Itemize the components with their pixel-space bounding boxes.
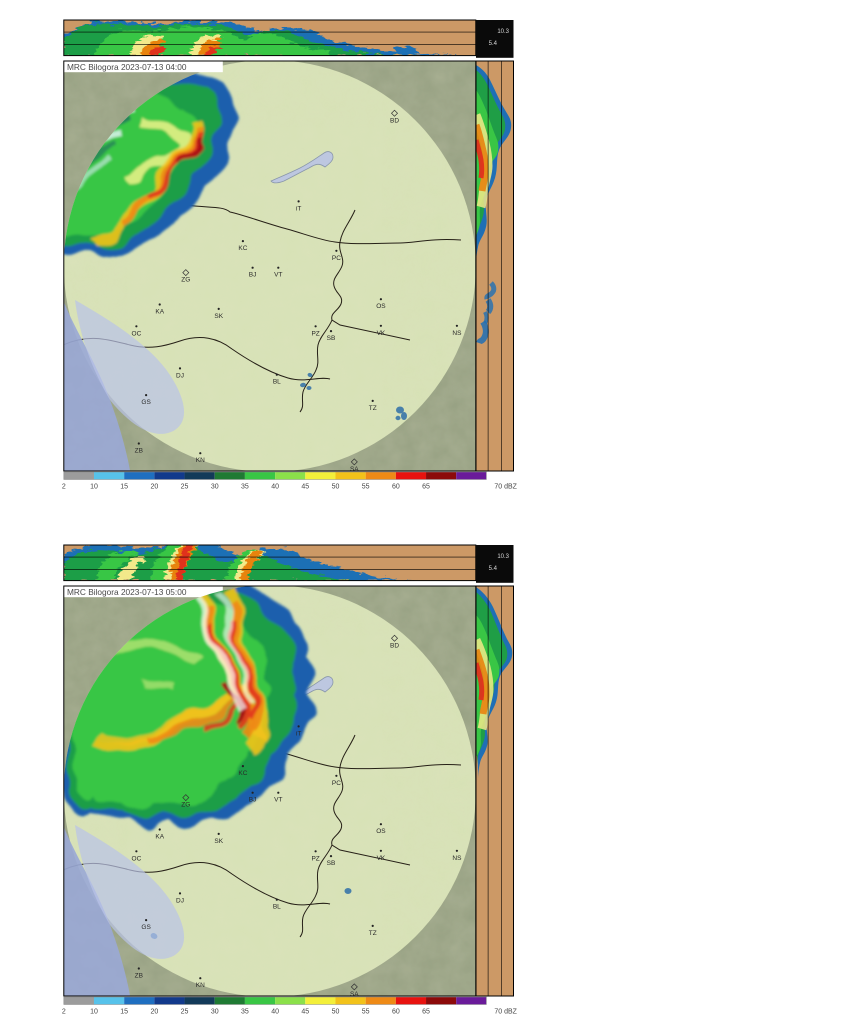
svg-text:OC: OC xyxy=(132,330,142,337)
svg-text:ZG: ZG xyxy=(181,277,190,284)
svg-text:MRC Bilogora 2023-07-13 05:0: MRC Bilogora 2023-07-13 05:00 xyxy=(67,587,187,597)
svg-text:10: 10 xyxy=(90,1009,98,1016)
svg-text:50: 50 xyxy=(332,1009,340,1016)
svg-text:SK: SK xyxy=(214,838,223,845)
svg-text:45: 45 xyxy=(301,1009,309,1016)
svg-text:15: 15 xyxy=(120,1009,128,1016)
svg-text:2: 2 xyxy=(62,484,66,491)
svg-text:20: 20 xyxy=(150,1009,158,1016)
svg-text:ZB: ZB xyxy=(135,448,143,455)
svg-text:ZB: ZB xyxy=(135,973,143,980)
svg-text:SB: SB xyxy=(327,860,336,867)
svg-text:OS: OS xyxy=(376,303,386,310)
svg-text:35: 35 xyxy=(241,484,249,491)
svg-text:KA: KA xyxy=(155,834,164,841)
svg-text:PZ: PZ xyxy=(311,855,319,862)
svg-text:PC: PC xyxy=(332,255,341,262)
svg-text:50: 50 xyxy=(332,484,340,491)
svg-text:10: 10 xyxy=(90,484,98,491)
svg-text:15: 15 xyxy=(120,484,128,491)
svg-text:GS: GS xyxy=(141,399,151,406)
svg-text:VT: VT xyxy=(274,797,282,804)
svg-text:KN: KN xyxy=(196,982,205,989)
svg-text:GS: GS xyxy=(141,924,151,931)
svg-text:25: 25 xyxy=(181,484,189,491)
svg-text:BD: BD xyxy=(390,642,399,649)
svg-text:65: 65 xyxy=(422,1009,430,1016)
svg-text:DJ: DJ xyxy=(176,372,184,379)
svg-text:30: 30 xyxy=(211,1009,219,1016)
svg-text:VT: VT xyxy=(274,272,282,279)
svg-text:iT: iT xyxy=(296,730,301,737)
svg-text:iT: iT xyxy=(296,205,301,212)
svg-text:2: 2 xyxy=(62,1009,66,1016)
svg-text:25: 25 xyxy=(181,1009,189,1016)
svg-text:BD: BD xyxy=(390,117,399,124)
svg-text:35: 35 xyxy=(241,1009,249,1016)
svg-text:TZ: TZ xyxy=(369,405,377,412)
svg-text:OC: OC xyxy=(132,855,142,862)
svg-text:20: 20 xyxy=(150,484,158,491)
svg-text:ZG: ZG xyxy=(181,802,190,809)
svg-text:PZ: PZ xyxy=(311,330,319,337)
svg-text:BL: BL xyxy=(273,904,281,911)
svg-text:40: 40 xyxy=(271,1009,279,1016)
svg-text:60: 60 xyxy=(392,484,400,491)
svg-text:5.4: 5.4 xyxy=(489,566,498,572)
svg-text:10.3: 10.3 xyxy=(497,29,509,35)
svg-text:45: 45 xyxy=(301,484,309,491)
svg-text:MRC Bilogora 2023-07-13 04:0: MRC Bilogora 2023-07-13 04:00 xyxy=(67,62,187,72)
svg-text:BJ: BJ xyxy=(249,797,257,804)
svg-text:10.3: 10.3 xyxy=(497,554,509,560)
svg-text:5.4: 5.4 xyxy=(489,41,498,47)
svg-text:KA: KA xyxy=(155,309,164,316)
svg-text:55: 55 xyxy=(362,1009,370,1016)
svg-text:SK: SK xyxy=(214,313,223,320)
svg-text:VK: VK xyxy=(377,330,386,337)
svg-text:TZ: TZ xyxy=(369,930,377,937)
svg-text:BJ: BJ xyxy=(249,272,257,279)
svg-text:65: 65 xyxy=(422,484,430,491)
svg-text:KN: KN xyxy=(196,457,205,464)
svg-text:40: 40 xyxy=(271,484,279,491)
svg-text:70 dBZ: 70 dBZ xyxy=(494,484,517,491)
svg-text:70 dBZ: 70 dBZ xyxy=(494,1009,517,1016)
svg-text:55: 55 xyxy=(362,484,370,491)
svg-text:VK: VK xyxy=(377,855,386,862)
svg-text:30: 30 xyxy=(211,484,219,491)
svg-text:DJ: DJ xyxy=(176,897,184,904)
svg-text:PC: PC xyxy=(332,780,341,787)
svg-text:BL: BL xyxy=(273,379,281,386)
svg-text:60: 60 xyxy=(392,1009,400,1016)
svg-text:OS: OS xyxy=(376,828,386,835)
svg-text:NS: NS xyxy=(452,330,462,337)
svg-text:SB: SB xyxy=(327,335,336,342)
svg-text:KC: KC xyxy=(238,245,247,252)
svg-text:NS: NS xyxy=(452,855,462,862)
svg-text:KC: KC xyxy=(238,770,247,777)
